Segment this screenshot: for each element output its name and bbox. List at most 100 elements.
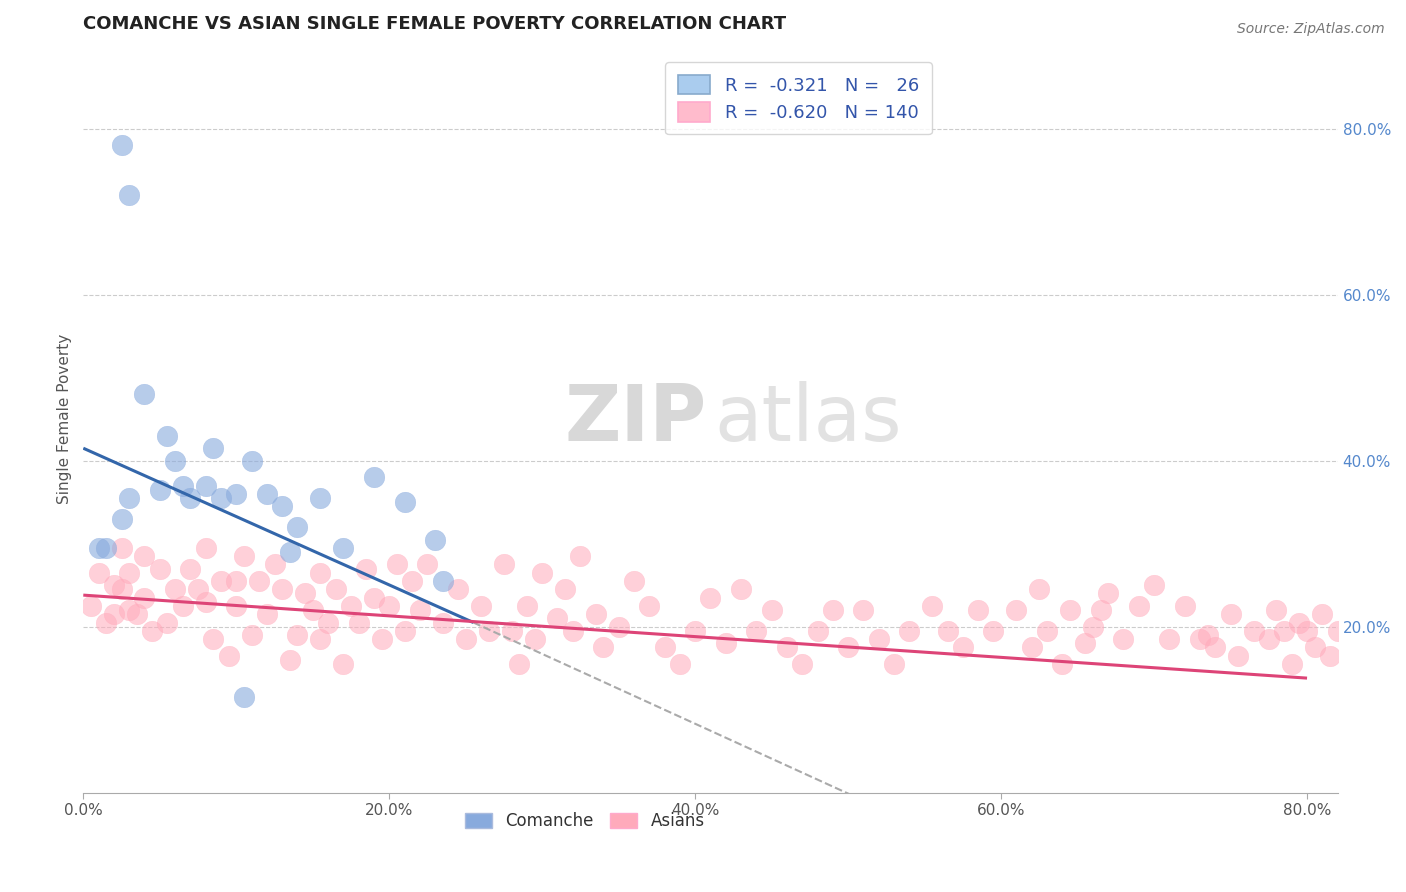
Point — [103, 578, 125, 592]
Point — [868, 632, 890, 646]
Point — [118, 603, 141, 617]
Point — [1074, 636, 1097, 650]
Point — [1257, 632, 1279, 646]
Point — [165, 453, 187, 467]
Point — [1372, 632, 1395, 646]
Point — [225, 487, 247, 501]
Point — [96, 541, 118, 555]
Point — [118, 491, 141, 505]
Point — [110, 512, 132, 526]
Point — [309, 566, 332, 580]
Point — [623, 574, 645, 588]
Point — [761, 603, 783, 617]
Point — [110, 138, 132, 153]
Point — [96, 615, 118, 630]
Point — [225, 574, 247, 588]
Point — [516, 599, 538, 613]
Point — [569, 549, 592, 563]
Point — [547, 611, 569, 625]
Point — [1059, 603, 1081, 617]
Point — [278, 653, 301, 667]
Point — [287, 520, 309, 534]
Point — [271, 500, 294, 514]
Point — [1188, 632, 1211, 646]
Point — [179, 561, 201, 575]
Point — [110, 541, 132, 555]
Point — [209, 574, 232, 588]
Point — [202, 632, 225, 646]
Point — [952, 640, 974, 655]
Point — [1028, 582, 1050, 597]
Point — [240, 453, 263, 467]
Point — [356, 561, 378, 575]
Point — [401, 574, 423, 588]
Legend: Comanche, Asians: Comanche, Asians — [458, 805, 711, 837]
Point — [447, 582, 470, 597]
Point — [432, 574, 454, 588]
Point — [837, 640, 859, 655]
Point — [423, 533, 446, 547]
Point — [309, 491, 332, 505]
Point — [141, 624, 163, 638]
Point — [1310, 607, 1333, 622]
Point — [745, 624, 768, 638]
Text: COMANCHE VS ASIAN SINGLE FEMALE POVERTY CORRELATION CHART: COMANCHE VS ASIAN SINGLE FEMALE POVERTY … — [83, 15, 786, 33]
Point — [730, 582, 752, 597]
Point — [821, 603, 844, 617]
Point — [416, 558, 439, 572]
Point — [347, 615, 370, 630]
Point — [1090, 603, 1112, 617]
Point — [118, 188, 141, 202]
Point — [1326, 624, 1348, 638]
Point — [1097, 586, 1119, 600]
Point — [1128, 599, 1150, 613]
Point — [80, 599, 103, 613]
Point — [531, 566, 554, 580]
Point — [638, 599, 661, 613]
Point — [134, 591, 156, 605]
Point — [172, 478, 194, 492]
Point — [1021, 640, 1043, 655]
Point — [1197, 628, 1219, 642]
Point — [983, 624, 1005, 638]
Point — [256, 607, 278, 622]
Point — [898, 624, 921, 638]
Point — [714, 636, 737, 650]
Point — [394, 624, 416, 638]
Point — [936, 624, 959, 638]
Point — [454, 632, 477, 646]
Point — [967, 603, 990, 617]
Point — [883, 657, 905, 671]
Point — [194, 595, 217, 609]
Point — [1365, 648, 1388, 663]
Point — [256, 487, 278, 501]
Text: ZIP: ZIP — [564, 381, 707, 458]
Point — [179, 491, 201, 505]
Point — [278, 545, 301, 559]
Point — [134, 549, 156, 563]
Point — [1243, 624, 1265, 638]
Point — [1281, 657, 1303, 671]
Point — [294, 586, 316, 600]
Point — [432, 615, 454, 630]
Point — [1143, 578, 1166, 592]
Point — [218, 648, 240, 663]
Point — [316, 615, 339, 630]
Point — [325, 582, 347, 597]
Point — [225, 599, 247, 613]
Point — [247, 574, 270, 588]
Point — [1005, 603, 1028, 617]
Point — [87, 541, 110, 555]
Point — [287, 628, 309, 642]
Point — [187, 582, 209, 597]
Point — [669, 657, 692, 671]
Point — [301, 603, 323, 617]
Point — [378, 599, 401, 613]
Point — [1219, 607, 1241, 622]
Point — [792, 657, 814, 671]
Point — [1357, 624, 1379, 638]
Point — [232, 690, 254, 705]
Point — [263, 558, 285, 572]
Point — [852, 603, 875, 617]
Point — [202, 441, 225, 455]
